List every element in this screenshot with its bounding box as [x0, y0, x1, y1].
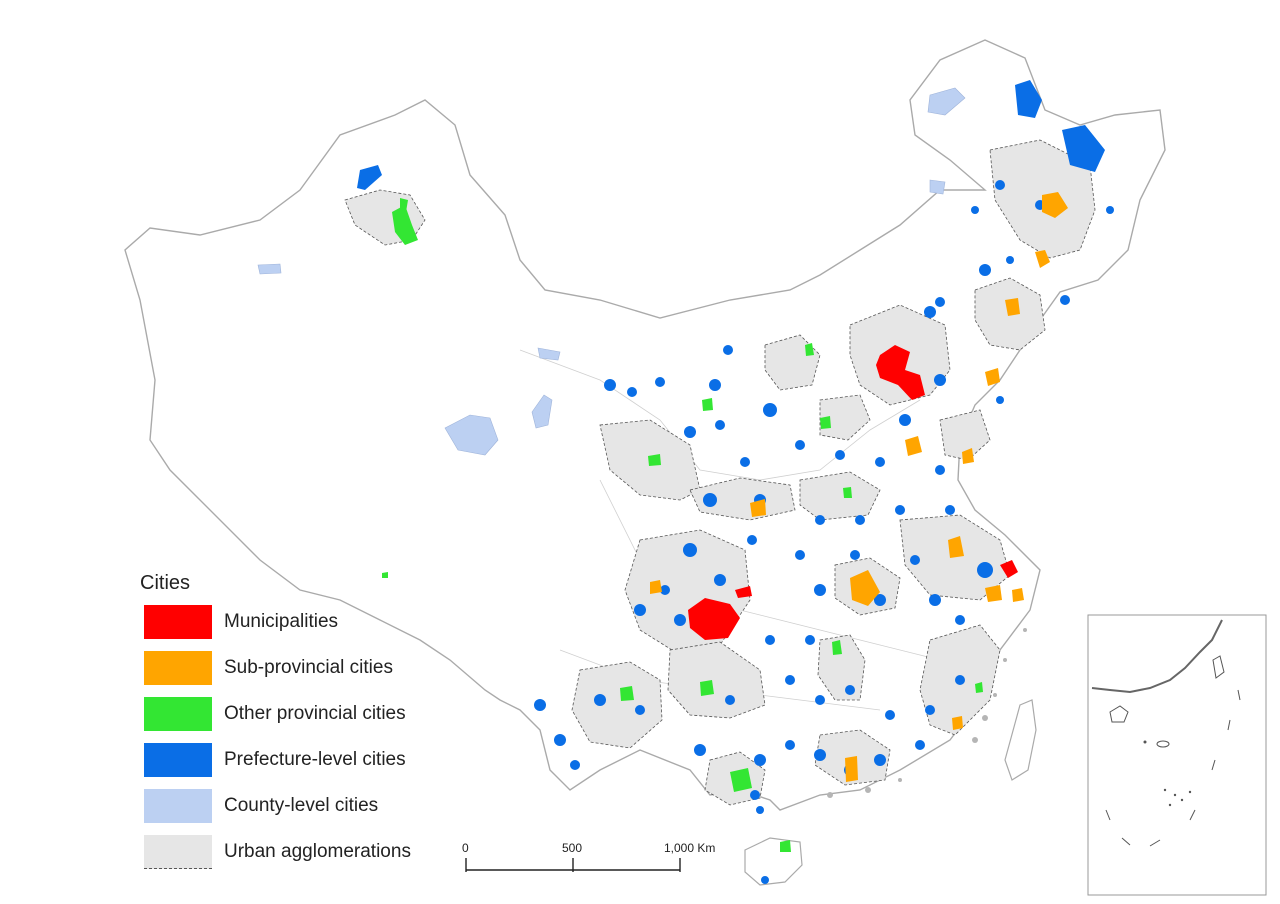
shanghai: [1000, 560, 1018, 578]
legend-label: Sub-provincial cities: [224, 657, 393, 678]
scale-tick-1000: 1,000 Km: [664, 841, 715, 855]
legend-swatch: [144, 697, 212, 731]
legend-swatch: [144, 651, 212, 685]
legend-label: Municipalities: [224, 611, 339, 632]
prefecture-level-cities: [357, 80, 1114, 884]
legend-label: Urban agglomerations: [224, 841, 411, 862]
legend-item-county: County-level cities: [140, 789, 460, 835]
legend-item-municipalities: Municipalities: [140, 605, 460, 651]
legend-item-sub-provincial: Sub-provincial cities: [140, 651, 460, 697]
legend-swatch: [144, 605, 212, 639]
chongqing-east: [735, 586, 752, 598]
legend-swatch: [144, 789, 212, 823]
county-level-cities: [257, 87, 966, 456]
legend-title: Cities: [140, 572, 191, 594]
legend-label: County-level cities: [224, 795, 379, 816]
scale-bar: 0 500 1,000 Km: [462, 841, 715, 872]
legend-item-agglomerations: Urban agglomerations: [140, 835, 460, 881]
chongqing: [688, 598, 740, 640]
legend-swatch: [144, 835, 212, 869]
municipalities: [688, 345, 1018, 640]
hainan-island: [744, 837, 803, 886]
legend-item-other-provincial: Other provincial cities: [140, 697, 460, 743]
map-legend: Cities Municipalities Sub-provincial cit…: [140, 572, 460, 881]
scale-tick-500: 500: [562, 841, 582, 855]
sub-provincial-cities: [650, 192, 1068, 782]
coastal-islands: [827, 628, 1027, 798]
legend-swatch: [144, 743, 212, 777]
other-provincial-cities: [382, 198, 983, 852]
legend-label: Prefecture-level cities: [224, 749, 406, 770]
legend-label: Other provincial cities: [224, 703, 406, 724]
taiwan-island: [1004, 699, 1037, 781]
scale-tick-0: 0: [462, 841, 469, 855]
beijing: [876, 345, 925, 400]
legend-item-prefecture: Prefecture-level cities: [140, 743, 460, 789]
inset-map: [1087, 614, 1267, 896]
